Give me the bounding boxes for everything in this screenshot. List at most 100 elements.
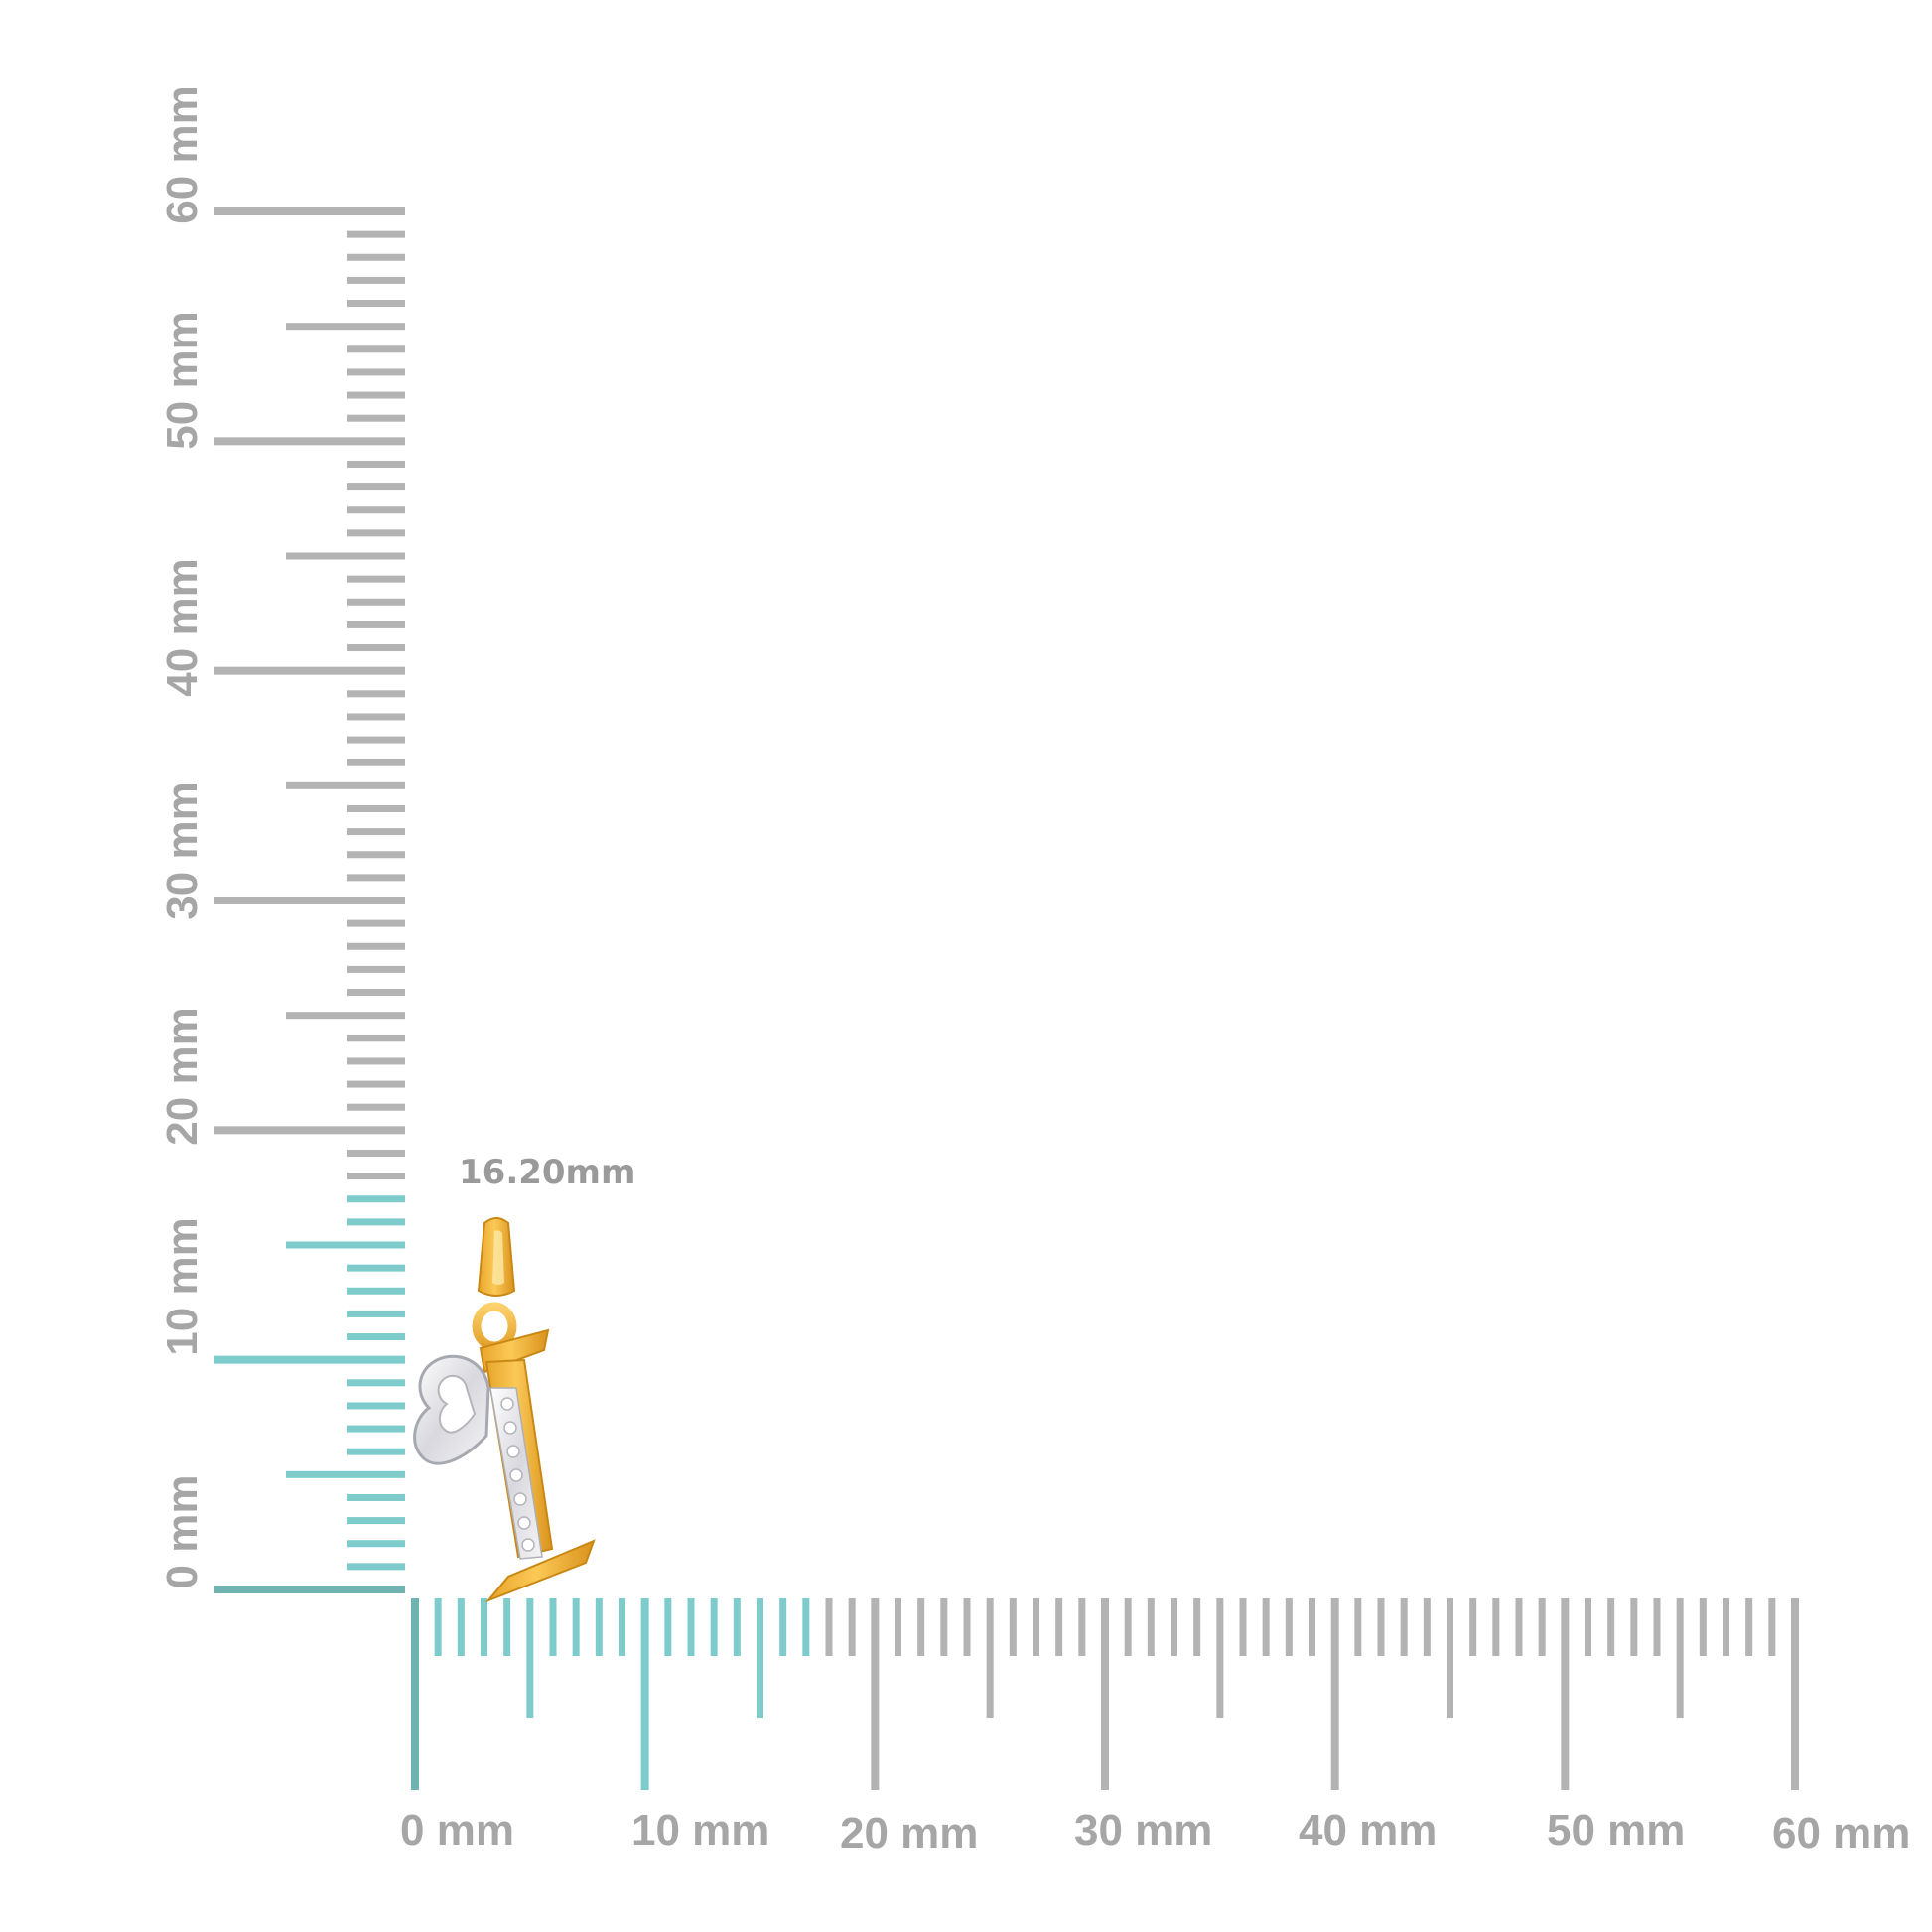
- horizontal-tick-54mm: [1653, 1598, 1661, 1656]
- vertical-tick-32mm: [347, 851, 405, 859]
- vertical-tick-6mm: [347, 1448, 405, 1455]
- horizontal-tick-49mm: [1538, 1598, 1546, 1656]
- horizontal-tick-4mm: [503, 1598, 511, 1656]
- vertical-tick-20mm: [214, 1126, 405, 1135]
- horizontal-tick-9mm: [619, 1598, 625, 1656]
- horizontal-label-50: 50 mm: [1547, 1806, 1685, 1855]
- vertical-tick-30mm: [214, 897, 405, 904]
- horizontal-ruler-ticks: [411, 1598, 1799, 1790]
- vertical-ruler-labels: 0 mm 10 mm 20 mm 30 mm 40 mm 50 mm 60 mm: [158, 85, 207, 1588]
- vertical-tick-45mm: [286, 552, 405, 560]
- horizontal-tick-42mm: [1377, 1598, 1385, 1656]
- vertical-label-60: 60 mm: [158, 85, 207, 223]
- vertical-tick-22mm: [347, 1080, 405, 1088]
- horizontal-tick-30mm: [1101, 1598, 1109, 1790]
- horizontal-tick-57mm: [1723, 1598, 1729, 1656]
- horizontal-tick-6mm: [549, 1598, 557, 1656]
- horizontal-ruler-labels: 0 mm 10 mm 20 mm 30 mm 40 mm 50 mm 60 mm: [400, 1806, 1910, 1858]
- vertical-tick-54mm: [347, 345, 405, 353]
- horizontal-tick-8mm: [595, 1598, 603, 1656]
- horizontal-tick-19mm: [848, 1598, 856, 1656]
- horizontal-tick-12mm: [687, 1598, 695, 1656]
- vertical-tick-51mm: [347, 414, 405, 422]
- horizontal-tick-33mm: [1171, 1598, 1177, 1656]
- horizontal-tick-38mm: [1285, 1598, 1293, 1656]
- vertical-tick-60mm: [214, 207, 405, 215]
- vertical-tick-19mm: [347, 1149, 405, 1157]
- horizontal-tick-25mm: [986, 1598, 994, 1718]
- horizontal-tick-39mm: [1309, 1598, 1315, 1656]
- horizontal-tick-45mm: [1447, 1598, 1453, 1718]
- horizontal-tick-35mm: [1216, 1598, 1224, 1718]
- vertical-tick-36mm: [347, 759, 405, 766]
- horizontal-label-20: 20 mm: [840, 1809, 978, 1858]
- vertical-label-50: 50 mm: [158, 311, 207, 449]
- vertical-tick-49mm: [347, 460, 405, 468]
- vertical-tick-35mm: [286, 781, 405, 789]
- vertical-tick-8mm: [347, 1402, 405, 1410]
- horizontal-tick-5mm: [526, 1598, 534, 1718]
- horizontal-tick-20mm: [871, 1598, 880, 1790]
- vertical-tick-24mm: [347, 1035, 405, 1042]
- horizontal-tick-17mm: [802, 1598, 810, 1656]
- vertical-tick-4mm: [347, 1493, 405, 1501]
- vertical-tick-50mm: [214, 437, 405, 446]
- horizontal-tick-14mm: [733, 1598, 741, 1656]
- horizontal-tick-36mm: [1239, 1598, 1247, 1656]
- vertical-tick-9mm: [347, 1379, 405, 1387]
- horizontal-tick-11mm: [664, 1598, 672, 1656]
- horizontal-label-40: 40 mm: [1299, 1806, 1437, 1855]
- horizontal-tick-53mm: [1630, 1598, 1638, 1656]
- horizontal-tick-40mm: [1330, 1598, 1339, 1790]
- vertical-tick-52mm: [347, 391, 405, 399]
- horizontal-tick-60mm: [1791, 1598, 1799, 1790]
- vertical-tick-38mm: [347, 713, 405, 721]
- vertical-tick-14mm: [347, 1264, 405, 1272]
- vertical-tick-10mm: [214, 1355, 405, 1364]
- horizontal-tick-32mm: [1147, 1598, 1155, 1656]
- horizontal-tick-1mm: [434, 1598, 442, 1656]
- vertical-tick-27mm: [347, 965, 405, 973]
- horizontal-tick-16mm: [779, 1598, 787, 1656]
- vertical-tick-39mm: [347, 690, 405, 698]
- vertical-tick-1mm: [347, 1563, 405, 1571]
- horizontal-tick-10mm: [640, 1598, 649, 1790]
- horizontal-tick-37mm: [1262, 1598, 1270, 1656]
- vertical-tick-43mm: [347, 598, 405, 606]
- horizontal-tick-55mm: [1676, 1598, 1684, 1718]
- vertical-ruler-ticks: [214, 207, 405, 1593]
- horizontal-tick-18mm: [825, 1598, 833, 1656]
- vertical-tick-21mm: [347, 1103, 405, 1111]
- vertical-tick-44mm: [347, 575, 405, 583]
- horizontal-tick-21mm: [895, 1598, 901, 1656]
- horizontal-tick-34mm: [1193, 1598, 1201, 1656]
- vertical-tick-17mm: [347, 1195, 405, 1203]
- vertical-tick-31mm: [347, 874, 405, 882]
- horizontal-tick-43mm: [1400, 1598, 1408, 1656]
- length-measurement-label: 16.20mm: [459, 1153, 635, 1192]
- vertical-tick-28mm: [347, 942, 405, 950]
- horizontal-tick-50mm: [1561, 1598, 1570, 1790]
- horizontal-tick-31mm: [1124, 1598, 1132, 1656]
- vertical-tick-55mm: [286, 323, 405, 331]
- vertical-tick-37mm: [347, 736, 405, 744]
- vertical-tick-41mm: [347, 644, 405, 652]
- horizontal-tick-3mm: [481, 1598, 487, 1656]
- horizontal-tick-51mm: [1585, 1598, 1591, 1656]
- horizontal-tick-23mm: [940, 1598, 948, 1656]
- vertical-tick-57mm: [347, 276, 405, 284]
- vertical-tick-3mm: [347, 1517, 405, 1525]
- horizontal-label-10: 10 mm: [631, 1806, 769, 1855]
- horizontal-tick-48mm: [1515, 1598, 1523, 1656]
- vertical-tick-58mm: [347, 253, 405, 261]
- letter-i-heart-pendant-icon: [413, 1217, 596, 1603]
- vertical-tick-15mm: [286, 1241, 405, 1249]
- horizontal-tick-27mm: [1033, 1598, 1039, 1656]
- vertical-tick-42mm: [347, 621, 405, 628]
- vertical-tick-56mm: [347, 300, 405, 308]
- vertical-label-10: 10 mm: [158, 1217, 207, 1355]
- horizontal-tick-15mm: [757, 1598, 763, 1718]
- vertical-tick-12mm: [347, 1310, 405, 1317]
- vertical-tick-33mm: [347, 828, 405, 836]
